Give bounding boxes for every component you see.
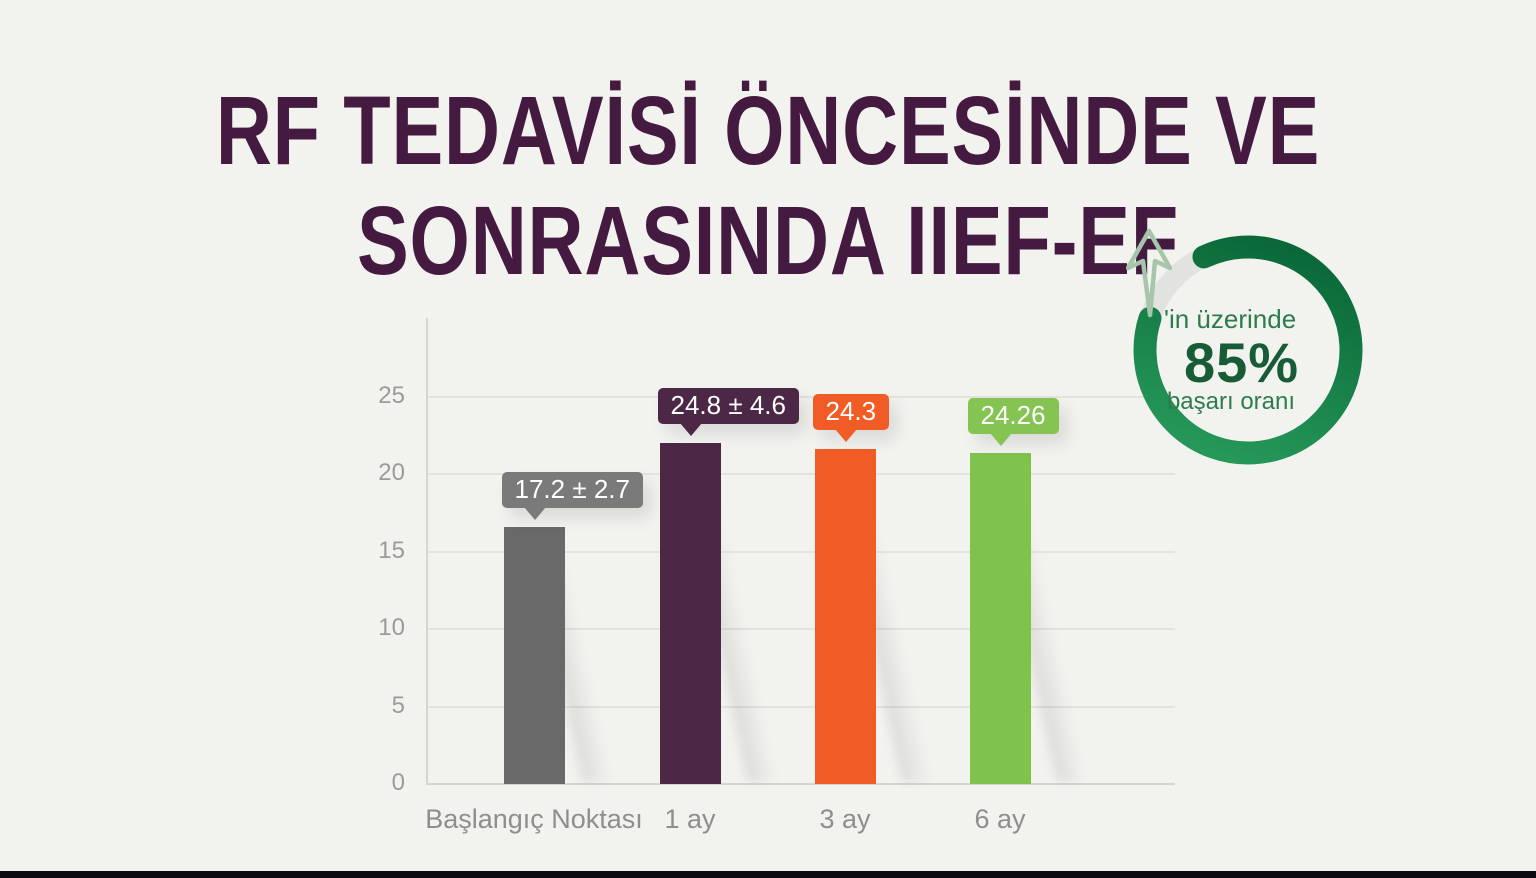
progress-ring-icon <box>1133 235 1363 465</box>
bar-value-label: 24.26 <box>967 398 1059 447</box>
y-axis-tick-label: 10 <box>378 614 405 641</box>
bar-value-label: 24.8 ± 4.6 <box>657 388 799 436</box>
bar-4 <box>969 453 1031 784</box>
footer-bar <box>0 871 1536 878</box>
badge-percent-value: 85% <box>1184 331 1300 394</box>
tooltip-pointer-icon <box>679 423 702 436</box>
bar-3 <box>814 449 876 784</box>
page-title-line-2: SONRASINDA IIEF-EF <box>356 185 1180 295</box>
gridline <box>427 395 1175 398</box>
bar-2 <box>659 443 721 784</box>
page-title-line-1: RF TEDAVİSİ ÖNCESİNDE VE <box>215 76 1321 185</box>
y-axis-tick-label: 20 <box>378 459 405 486</box>
y-axis-tick-label: 0 <box>391 769 405 796</box>
y-axis-tick-label: 15 <box>378 536 405 564</box>
x-axis-category-label: 6 ay <box>974 804 1026 834</box>
y-axis-tick-label: 25 <box>378 381 405 409</box>
x-axis-line <box>427 783 1175 785</box>
bar-1 <box>503 526 565 784</box>
up-arrow-icon <box>1126 228 1172 318</box>
bar-value-label: 17.2 ± 2.7 <box>501 471 643 520</box>
x-axis-category-label: 1 ay <box>664 804 716 834</box>
badge-suffix-label: başarı oranı <box>1166 388 1296 415</box>
success-rate-badge: 'in üzerinde 85% başarı oranı <box>1126 228 1370 472</box>
tooltip-pointer-icon <box>989 433 1012 447</box>
gridline <box>427 628 1175 630</box>
y-axis-line <box>426 318 428 785</box>
y-axis-tick-label: 5 <box>391 691 405 719</box>
tooltip-pointer-icon <box>523 506 546 520</box>
gridline <box>427 550 1175 553</box>
tooltip-pointer-icon <box>834 429 857 443</box>
bar-value-label: 24.3 <box>812 394 890 443</box>
x-axis-category-label: Başlangıç Noktası <box>425 804 643 834</box>
gridline <box>427 705 1175 708</box>
page-title: RF TEDAVİSİ ÖNCESİNDE VE SONRASINDA IIEF… <box>154 76 1383 295</box>
badge-prefix-label: 'in üzerinde <box>1164 304 1297 334</box>
x-axis-category-label: 3 ay <box>819 804 871 834</box>
gridline <box>427 473 1175 475</box>
